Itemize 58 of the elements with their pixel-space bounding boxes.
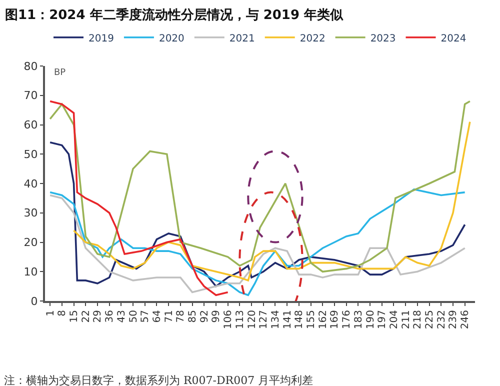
y-tick-label: 70: [24, 89, 38, 102]
y-tick-label: 20: [24, 236, 38, 250]
legend-label: 2023: [370, 33, 396, 44]
y-tick-label: 80: [24, 60, 38, 73]
x-tick-label: 176: [342, 310, 353, 330]
x-tick-label: 218: [412, 310, 424, 330]
x-tick-label: 113: [234, 310, 246, 330]
x-tick-label: 22: [80, 310, 92, 323]
x-tick-label: 71: [164, 310, 175, 323]
legend-label: 2022: [300, 33, 326, 44]
x-tick-label: 64: [152, 310, 163, 323]
x-tick-label: 225: [424, 310, 436, 330]
y-tick-label: 60: [24, 118, 38, 132]
chart-title: 图11：2024 年二季度流动性分层情况，与 2019 年类似: [5, 6, 344, 23]
legend-label: 2024: [440, 33, 466, 44]
x-tick-label: 15: [69, 310, 80, 323]
x-tick-label: 246: [460, 310, 472, 330]
x-tick-label: 141: [282, 310, 294, 330]
y-tick-label: 10: [24, 265, 38, 278]
x-tick-label: 155: [306, 310, 318, 330]
x-tick-label: 78: [176, 310, 187, 323]
x-tick-label: 57: [140, 310, 152, 323]
x-tick-label: 127: [258, 310, 270, 330]
x-tick-label: 85: [188, 310, 199, 323]
x-tick-label: 92: [199, 310, 210, 323]
x-tick-label: 99: [211, 310, 222, 323]
text: 注：横轴为交易日数字，数据系列为 R007-DR007 月平均利差: [4, 374, 314, 386]
x-tick-label: 106: [223, 310, 234, 330]
x-tick-label: 50: [128, 310, 140, 323]
x-tick-label: 211: [400, 310, 412, 330]
legend-label: 2021: [229, 33, 255, 44]
x-tick-label: 162: [318, 310, 329, 330]
line-series: [49, 141, 466, 288]
y-tick-label: 30: [24, 206, 38, 220]
x-tick-label: 169: [330, 310, 341, 330]
legend-label: 2020: [158, 33, 184, 44]
x-tick-label: 43: [116, 310, 128, 323]
y-axis-title: BP: [54, 68, 66, 78]
y-tick-label: 50: [24, 148, 38, 161]
x-tick-label: 239: [448, 310, 460, 330]
x-tick-label: 134: [270, 310, 282, 330]
x-tick-label: 29: [92, 310, 104, 323]
x-tick-label: 36: [104, 310, 116, 323]
x-tick-label: 197: [377, 310, 388, 330]
x-tick-label: 8: [57, 310, 68, 316]
x-tick-label: 1: [45, 310, 56, 316]
legend-label: 2019: [88, 33, 114, 44]
y-tick-label: 0: [30, 294, 38, 308]
x-tick-label: 190: [365, 310, 376, 330]
line-series: [72, 120, 471, 282]
line-series: [49, 100, 471, 273]
line-series: [49, 100, 229, 296]
y-tick-label: 40: [24, 177, 38, 190]
x-tick-label: 183: [353, 310, 364, 330]
x-tick-label: 120: [246, 310, 258, 330]
x-tick-label: 148: [294, 310, 306, 330]
x-tick-label: 204: [388, 310, 400, 330]
x-tick-label: 232: [436, 310, 448, 330]
